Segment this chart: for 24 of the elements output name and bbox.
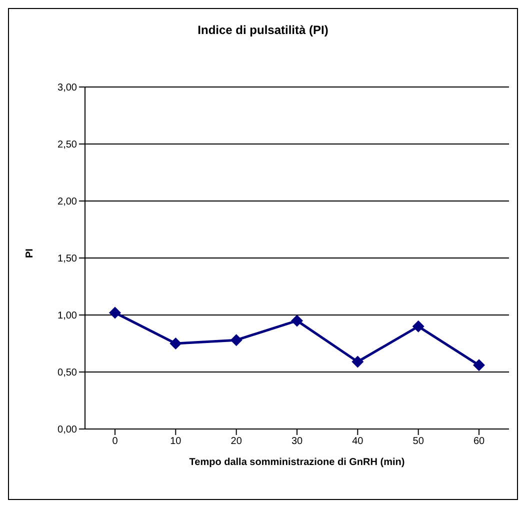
x-tick-label: 10 xyxy=(170,436,182,448)
point xyxy=(412,320,424,332)
x-tick-label: 50 xyxy=(412,436,424,448)
x-tick-label: 40 xyxy=(352,436,364,448)
y-tick-label: 0,50 xyxy=(58,368,78,379)
x-tick-label: 30 xyxy=(291,436,303,448)
x-tick-label: 0 xyxy=(112,436,118,448)
y-tick-label: 2,00 xyxy=(58,196,78,208)
y-tick-label: 3,00 xyxy=(58,82,78,94)
point xyxy=(109,306,121,319)
y-tick-label: 1,50 xyxy=(58,254,78,265)
y-tick-label: 2,50 xyxy=(58,140,78,151)
point xyxy=(170,338,182,350)
point xyxy=(230,334,242,346)
point xyxy=(352,356,364,368)
x-tick-label: 20 xyxy=(230,436,242,448)
y-axis-title: PI xyxy=(24,248,36,258)
point xyxy=(291,314,303,327)
y-tick-label: 1,00 xyxy=(58,310,78,322)
point xyxy=(473,359,485,372)
chart-title: Indice di pulsatilità (PI) xyxy=(196,23,330,37)
y-tick-label: 0,00 xyxy=(58,424,78,436)
x-axis-title: Tempo dalla somministrazione di GnRH (min) xyxy=(189,457,405,468)
x-tick-label: 60 xyxy=(473,436,485,448)
